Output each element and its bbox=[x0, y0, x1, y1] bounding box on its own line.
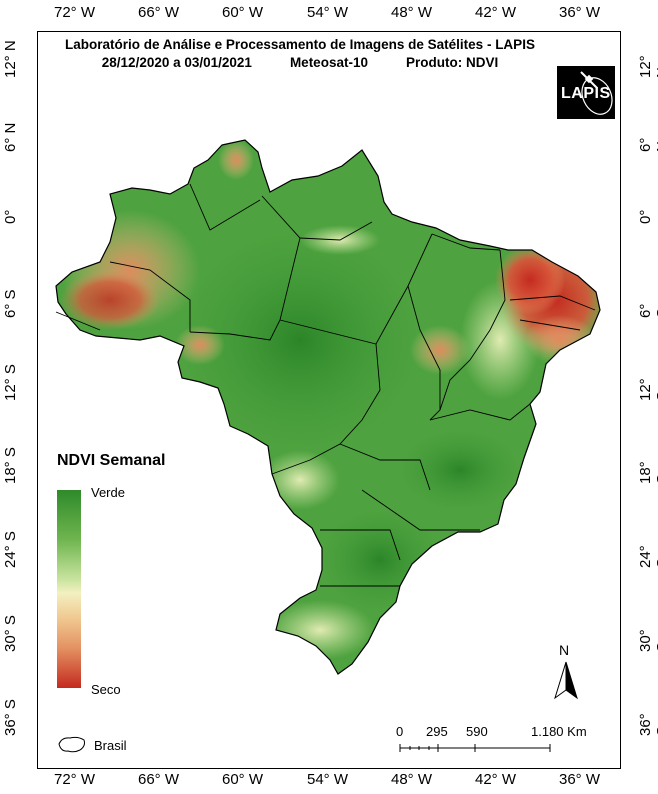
scale-label: 590 bbox=[466, 724, 488, 739]
lon-tick-top: 72° W bbox=[54, 4, 96, 21]
lon-tick-top: 48° W bbox=[391, 4, 433, 21]
scale-bar bbox=[399, 744, 551, 752]
date-range: 28/12/2020 a 03/01/2021 bbox=[101, 55, 252, 70]
lon-tick-top: 60° W bbox=[222, 4, 264, 21]
ndvi-raster bbox=[56, 140, 600, 674]
state-borders bbox=[55, 183, 596, 587]
lon-tick-bottom: 66° W bbox=[138, 771, 180, 788]
scale-label: 1.180 Km bbox=[531, 724, 587, 739]
legend-low-label: Seco bbox=[91, 682, 121, 697]
scale-label: 0 bbox=[396, 724, 404, 739]
lon-tick-bottom: 72° W bbox=[54, 771, 96, 788]
lon-tick-top: 36° W bbox=[559, 4, 601, 21]
lon-tick-top: 66° W bbox=[138, 4, 180, 21]
brazil-shape-icon bbox=[58, 736, 85, 753]
satellite-name: Meteosat-10 bbox=[289, 55, 368, 70]
logo-text: LAPIS bbox=[561, 85, 611, 102]
legend-high-label: Verde bbox=[91, 485, 125, 500]
boundary-legend-label: Brasil bbox=[94, 738, 127, 753]
satellite-icon bbox=[580, 71, 613, 115]
ndvi-color-ramp bbox=[57, 490, 81, 688]
lon-tick-bottom: 60° W bbox=[222, 771, 264, 788]
scale-label: 295 bbox=[426, 724, 448, 739]
lon-tick-top: 42° W bbox=[475, 4, 517, 21]
lon-tick-top: 54° W bbox=[307, 4, 349, 21]
map-title: Laboratório de Análise e Processamento d… bbox=[65, 37, 535, 52]
lapis-logo: LAPIS bbox=[557, 66, 615, 119]
lon-tick-bottom: 54° W bbox=[307, 771, 349, 788]
lon-tick-bottom: 36° W bbox=[559, 771, 601, 788]
map-header: Laboratório de Análise e Processamento d… bbox=[40, 36, 560, 72]
product-name: Produto: NDVI bbox=[405, 55, 499, 70]
lon-tick-bottom: 42° W bbox=[475, 771, 517, 788]
legend-title: NDVI Semanal bbox=[57, 452, 166, 469]
map-subtitle: 28/12/2020 a 03/01/2021 Meteosat-10 Prod… bbox=[40, 54, 560, 72]
north-arrow-icon bbox=[554, 661, 578, 700]
north-label: N bbox=[559, 642, 570, 658]
lon-tick-bottom: 48° W bbox=[391, 771, 433, 788]
